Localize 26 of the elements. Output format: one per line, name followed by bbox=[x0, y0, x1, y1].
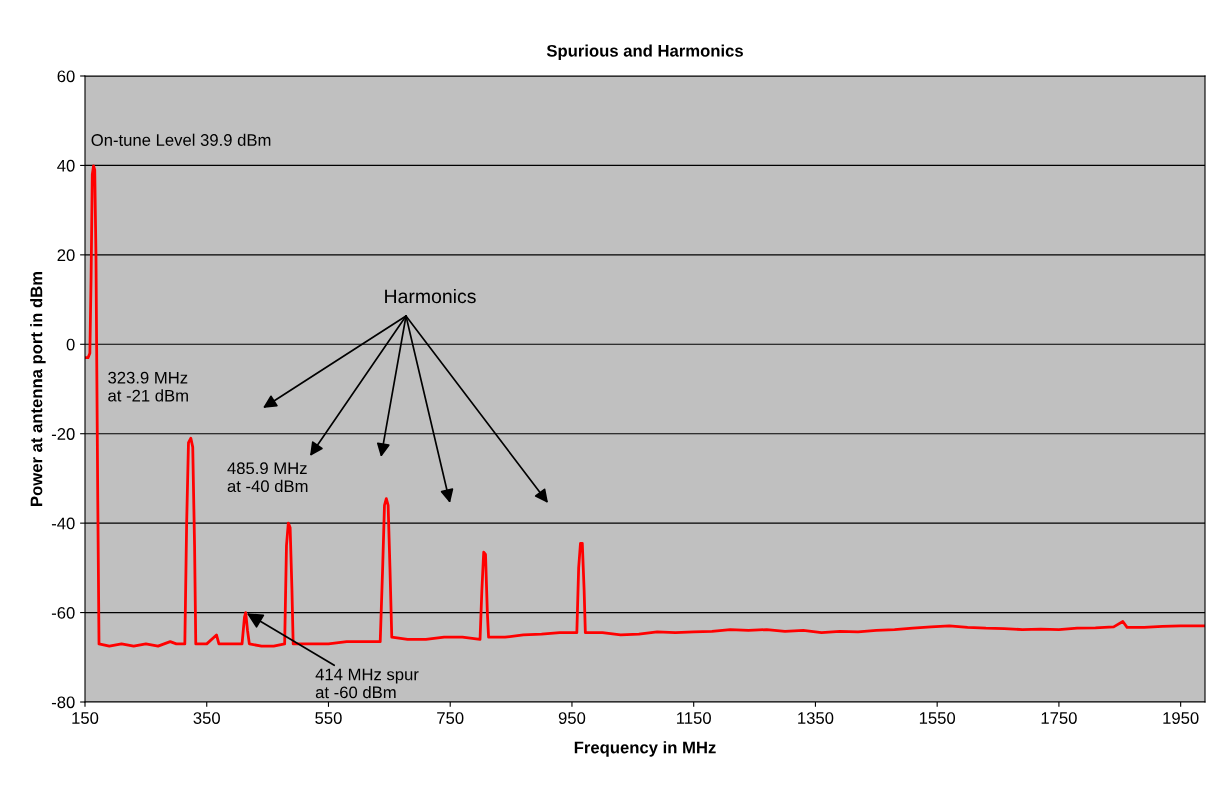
annotation: 485.9 MHz at -40 dBm bbox=[227, 462, 308, 493]
x-tick-label: 1150 bbox=[677, 712, 711, 724]
y-tick-label: 20 bbox=[57, 249, 75, 262]
annotation: 414 MHz spur at -60 dBm bbox=[315, 668, 419, 699]
y-tick-label: -20 bbox=[51, 428, 75, 440]
x-tick-label: 950 bbox=[558, 712, 586, 724]
x-tick-label: 1550 bbox=[919, 712, 956, 724]
y-tick-label: 40 bbox=[57, 159, 75, 172]
x-tick-label: 750 bbox=[437, 712, 464, 724]
y-tick-label: 60 bbox=[57, 70, 75, 83]
x-tick-label: 1950 bbox=[1163, 712, 1199, 724]
x-tick-label: 350 bbox=[193, 712, 220, 724]
x-tick-label: 150 bbox=[72, 712, 99, 724]
annotation: On-tune Level 39.9 dBm bbox=[91, 133, 271, 146]
chart-title: Spurious and Harmonics bbox=[546, 44, 743, 61]
y-tick-label: 0 bbox=[66, 338, 75, 351]
x-axis-title: Frequency in MHz bbox=[574, 741, 716, 757]
y-tick-label: -40 bbox=[51, 517, 75, 530]
y-axis-title: Power at antenna port in dBm bbox=[30, 271, 46, 506]
y-tick-label: -60 bbox=[51, 606, 75, 619]
x-tick-label: 1750 bbox=[1041, 712, 1077, 724]
x-tick-label: 550 bbox=[315, 712, 342, 724]
annotation: Harmonics bbox=[385, 288, 476, 304]
x-tick-label: 1350 bbox=[798, 712, 834, 724]
annotation: 323.9 MHz at -21 dBm bbox=[108, 371, 188, 402]
y-tick-label: -80 bbox=[51, 696, 75, 709]
